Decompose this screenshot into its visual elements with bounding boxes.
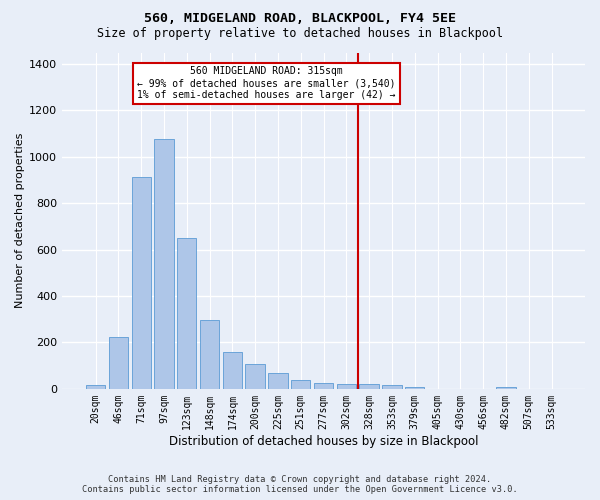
Bar — [154, 140, 173, 389]
Bar — [337, 384, 356, 389]
Bar — [314, 382, 333, 389]
Bar — [245, 364, 265, 389]
Y-axis label: Number of detached properties: Number of detached properties — [15, 133, 25, 308]
Bar — [109, 336, 128, 389]
Text: Contains HM Land Registry data © Crown copyright and database right 2024.
Contai: Contains HM Land Registry data © Crown c… — [82, 474, 518, 494]
Bar — [359, 384, 379, 389]
Bar — [131, 176, 151, 389]
Bar — [177, 238, 196, 389]
Bar — [223, 352, 242, 389]
Bar — [382, 386, 401, 389]
Bar — [86, 384, 105, 389]
X-axis label: Distribution of detached houses by size in Blackpool: Distribution of detached houses by size … — [169, 434, 478, 448]
Bar — [200, 320, 219, 389]
Text: Size of property relative to detached houses in Blackpool: Size of property relative to detached ho… — [97, 28, 503, 40]
Bar — [291, 380, 310, 389]
Bar — [268, 372, 287, 389]
Text: 560 MIDGELAND ROAD: 315sqm
← 99% of detached houses are smaller (3,540)
1% of se: 560 MIDGELAND ROAD: 315sqm ← 99% of deta… — [137, 66, 396, 100]
Bar — [496, 386, 515, 389]
Text: 560, MIDGELAND ROAD, BLACKPOOL, FY4 5EE: 560, MIDGELAND ROAD, BLACKPOOL, FY4 5EE — [144, 12, 456, 26]
Bar — [405, 386, 424, 389]
